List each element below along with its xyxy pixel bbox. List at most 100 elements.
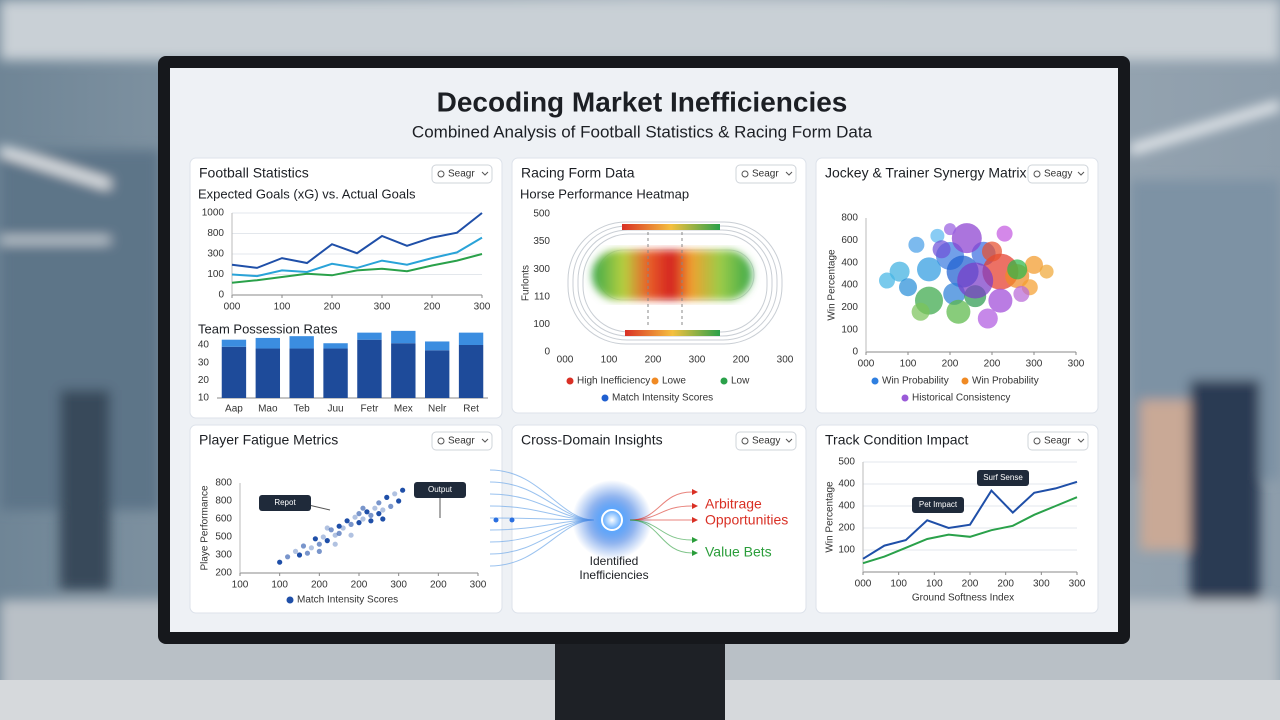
arrow (692, 489, 698, 495)
scatter-point (388, 503, 394, 509)
panel-title: Player Fatigue Metrics (199, 432, 338, 448)
y-tick-label: 20 (198, 375, 210, 386)
bubble (1013, 285, 1030, 302)
dropdown-label[interactable]: Seagr (1044, 436, 1071, 447)
panel-title: Football Statistics (199, 165, 309, 181)
y-tick-label: 400 (841, 280, 858, 291)
scatter-point (308, 545, 314, 551)
panel-title: Jockey & Trainer Synergy Matrix (825, 165, 1027, 181)
arrow (692, 503, 698, 509)
x-tick-label: 300 (390, 580, 407, 591)
callout-text: Pet Impact (919, 500, 958, 509)
x-tick-label: 000 (858, 359, 875, 370)
scatter-point (348, 532, 354, 538)
legend-label: Win Probability (972, 376, 1039, 387)
dropdown-box[interactable] (735, 164, 797, 184)
scatter-point (332, 541, 338, 547)
scatter-point (360, 505, 366, 511)
dropdown-label[interactable]: Seagr (752, 169, 779, 180)
y-tick-label: 800 (215, 496, 232, 507)
x-tick-label: 100 (232, 580, 249, 591)
dropdown-icon (741, 170, 749, 178)
scatter-point (336, 530, 342, 537)
dropdown[interactable]: Seagy (1027, 164, 1089, 184)
scatter-point (380, 516, 386, 522)
dropdown[interactable]: Seagy (735, 431, 797, 451)
dropdown-box[interactable] (1027, 431, 1089, 451)
dropdown[interactable]: Seagr (431, 164, 493, 184)
dropdown[interactable]: Seagr (431, 431, 493, 451)
y-tick-label: 110 (534, 291, 550, 302)
bar (323, 348, 348, 398)
y-tick-label: 300 (207, 249, 224, 260)
y-axis-title: Furlonts (521, 265, 532, 301)
y-tick-label: 300 (215, 550, 232, 561)
y-tick-label: 500 (215, 532, 232, 543)
y-tick-label: 100 (841, 324, 858, 335)
node (493, 517, 499, 523)
dropdown-chevron (1077, 171, 1085, 176)
y-tick-label: 500 (533, 209, 550, 220)
y-tick-label: 200 (215, 568, 232, 579)
center-label: Identified (590, 554, 639, 568)
legend-swatch (871, 377, 879, 385)
dropdown-box[interactable] (735, 431, 797, 451)
dropdown-label[interactable]: Seagr (448, 436, 475, 447)
scatter-point (384, 494, 390, 500)
x-tick-label: 000 (855, 579, 872, 590)
panel: Racing Form Data Seagr Horse Performance H… (511, 157, 807, 414)
legend-swatch (566, 377, 574, 385)
scatter-point (368, 512, 374, 519)
dropdown[interactable]: Seagr (1027, 431, 1089, 451)
bubble (879, 272, 895, 289)
chart-subtitle: Team Possession Rates (198, 321, 338, 336)
dropdown[interactable]: Seagr (735, 164, 797, 184)
chart-subtitle: Expected Goals (xG) vs. Actual Goals (198, 186, 416, 201)
bubble (1039, 264, 1054, 279)
x-tick-label: Nelr (428, 404, 447, 415)
x-tick-label: Juu (328, 404, 344, 415)
scatter-point (324, 538, 330, 544)
bar (357, 332, 382, 340)
x-tick-label: 100 (271, 580, 288, 591)
x-tick-label: 300 (689, 355, 706, 366)
scatter-point (352, 514, 358, 520)
dropdown-box[interactable] (1027, 164, 1089, 184)
y-tick-label: 350 (533, 236, 550, 247)
bubble (951, 223, 982, 254)
dropdown-icon (1033, 170, 1041, 178)
x-tick-label: 200 (424, 302, 441, 313)
legend-label: Low (731, 376, 750, 387)
chart: 0 100 200 400 400 600 800 000 100 200 200 300 300 Win… (827, 213, 1085, 404)
x-tick-label: 300 (474, 302, 491, 313)
dropdown-box[interactable] (431, 431, 493, 451)
scatter-point (348, 521, 354, 528)
dropdown-chevron (1077, 438, 1085, 443)
dropdown-label[interactable]: Seagy (1044, 169, 1072, 180)
y-tick-label: 400 (838, 479, 855, 490)
bubble (982, 241, 1002, 262)
dropdown-chevron (481, 171, 489, 176)
x-tick-label: 100 (601, 355, 618, 366)
scatter-point (292, 548, 299, 555)
page-subtitle: Combined Analysis of Football Statistics… (412, 122, 873, 141)
bar (357, 339, 382, 398)
y-tick-label: 1000 (202, 208, 225, 219)
x-tick-label: 300 (1068, 359, 1085, 370)
dropdown-label[interactable]: Seagr (448, 169, 475, 180)
heat-bar (622, 224, 720, 230)
dropdown-label[interactable]: Seagy (752, 436, 780, 447)
callout-box (259, 495, 311, 511)
panel-title: Racing Form Data (521, 165, 635, 181)
scatter-point (300, 543, 307, 549)
scatter-point (328, 527, 334, 533)
scatter-point (344, 518, 350, 524)
x-tick-label: 000 (224, 302, 241, 313)
scatter-point (376, 510, 382, 517)
callout-box (912, 497, 964, 513)
dropdown-box[interactable] (431, 164, 493, 184)
glow-ring (601, 509, 623, 531)
dropdown-chevron (785, 171, 793, 176)
panel-title: Track Condition Impact (825, 432, 969, 448)
